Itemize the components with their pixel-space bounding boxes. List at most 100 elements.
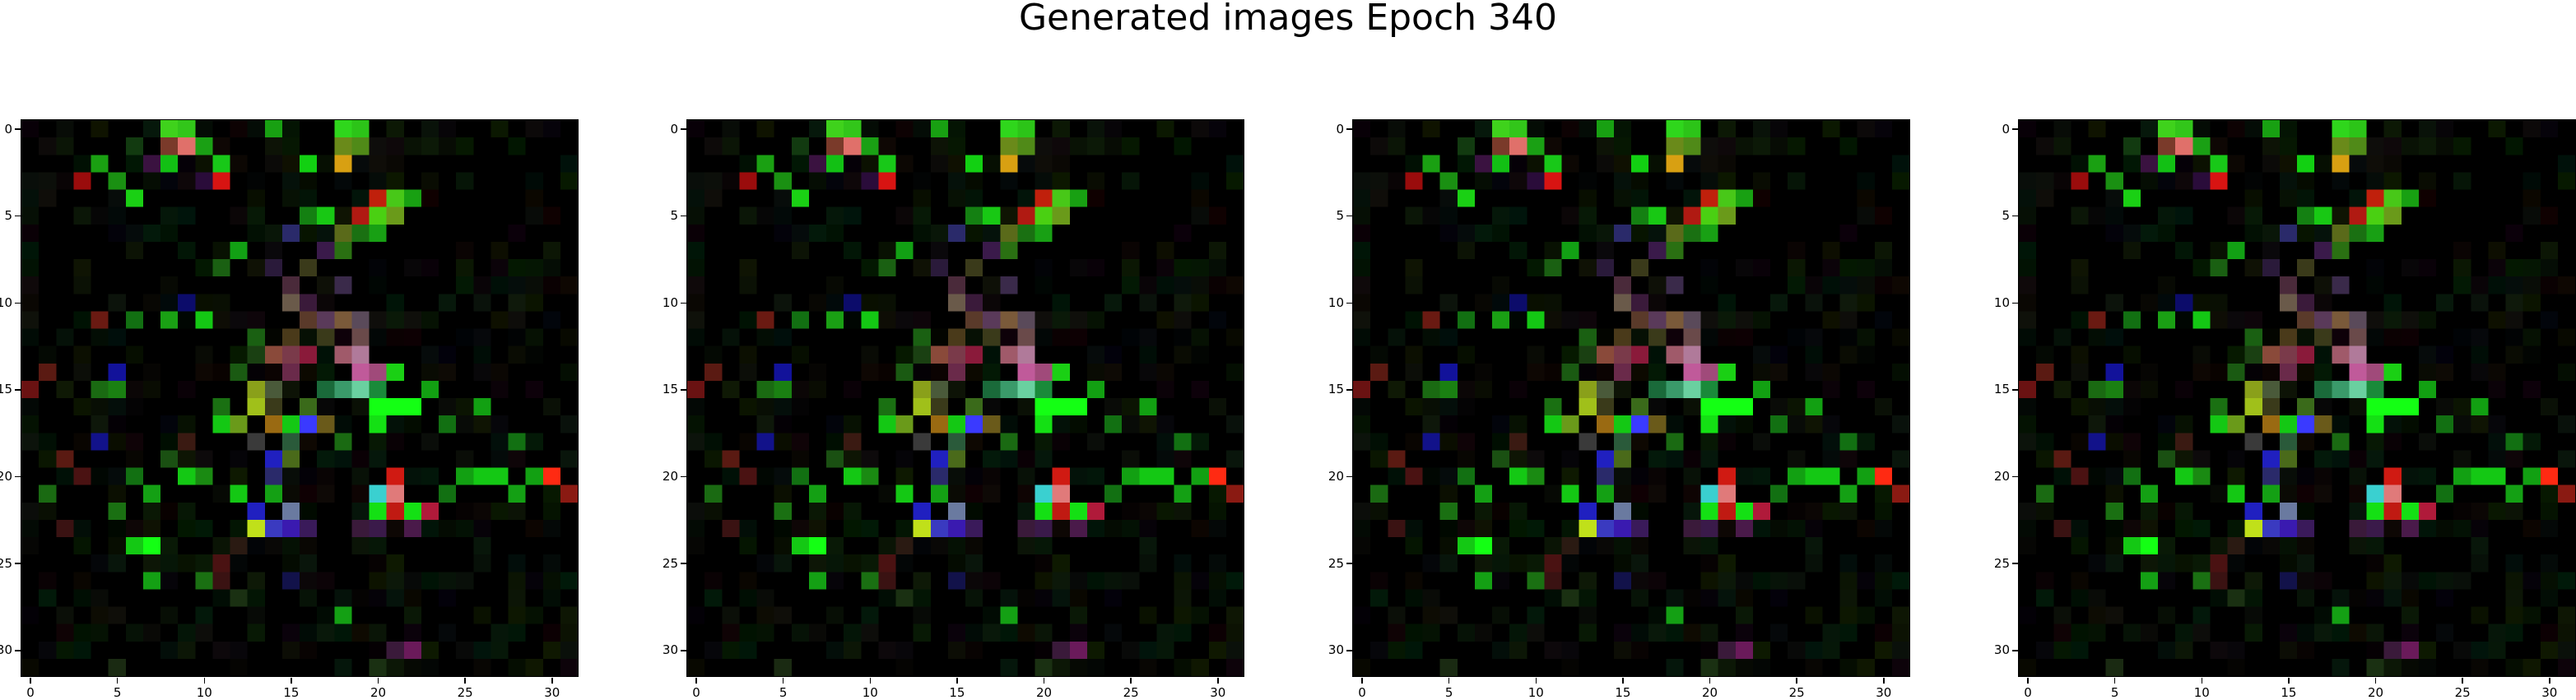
x-tick-mark xyxy=(695,678,697,684)
x-tick-label: 30 xyxy=(544,685,560,700)
x-tick-mark xyxy=(1217,678,1219,684)
x-tick-label: 15 xyxy=(283,685,300,700)
y-tick-mark xyxy=(2012,650,2018,651)
x-tick-label: 5 xyxy=(113,685,122,700)
x-tick-mark xyxy=(551,678,553,684)
y-tick-mark xyxy=(15,215,21,217)
x-tick-label: 30 xyxy=(2541,685,2558,700)
y-tick-label: 30 xyxy=(1993,642,2010,658)
y-tick-mark xyxy=(15,389,21,391)
x-tick-label: 10 xyxy=(196,685,212,700)
y-tick-mark xyxy=(2012,215,2018,217)
y-tick-mark xyxy=(15,563,21,564)
x-tick-label: 20 xyxy=(2368,685,2384,700)
x-tick-label: 20 xyxy=(1036,685,1053,700)
x-tick-mark xyxy=(2462,678,2463,684)
x-tick-mark xyxy=(1043,678,1045,684)
y-tick-mark xyxy=(2012,475,2018,478)
y-tick-label: 20 xyxy=(1993,469,2010,484)
x-tick-mark xyxy=(869,678,872,684)
y-tick-label: 30 xyxy=(1328,642,1344,658)
y-tick-mark xyxy=(681,563,686,564)
x-tick-label: 0 xyxy=(692,685,700,700)
x-tick-label: 20 xyxy=(1702,685,1718,700)
x-tick-mark xyxy=(377,678,379,684)
y-tick-label: 0 xyxy=(4,121,12,137)
x-tick-mark xyxy=(2113,678,2116,684)
x-tick-label: 0 xyxy=(1358,685,1366,700)
y-tick-label: 10 xyxy=(0,294,12,310)
generated-image-2-pixels xyxy=(687,120,1244,676)
x-tick-mark xyxy=(2288,678,2290,684)
x-tick-label: 10 xyxy=(862,685,878,700)
x-tick-label: 25 xyxy=(457,685,473,700)
x-tick-mark xyxy=(1883,678,1885,684)
x-tick-label: 15 xyxy=(2281,685,2297,700)
x-tick-mark xyxy=(1535,678,1537,684)
x-tick-label: 25 xyxy=(1788,685,1805,700)
y-tick-mark xyxy=(1346,302,1352,304)
x-tick-mark xyxy=(30,678,31,684)
x-tick-mark xyxy=(464,678,466,684)
x-tick-mark xyxy=(1130,678,1132,684)
x-tick-label: 15 xyxy=(1615,685,1631,700)
y-tick-mark xyxy=(15,650,21,651)
x-tick-label: 5 xyxy=(779,685,788,700)
y-tick-label: 5 xyxy=(4,208,12,224)
y-tick-label: 15 xyxy=(1328,382,1344,397)
y-tick-label: 10 xyxy=(1328,294,1344,310)
y-tick-mark xyxy=(1346,128,1352,130)
x-tick-label: 0 xyxy=(26,685,35,700)
y-tick-label: 15 xyxy=(1993,382,2010,397)
y-tick-mark xyxy=(1346,475,1352,478)
x-tick-mark xyxy=(1622,678,1624,684)
x-tick-label: 15 xyxy=(949,685,965,700)
y-tick-mark xyxy=(1346,563,1352,564)
y-tick-mark xyxy=(681,475,686,478)
generated-image-3-pixels xyxy=(1353,120,1909,676)
y-tick-mark xyxy=(681,650,686,651)
x-tick-label: 5 xyxy=(2110,685,2119,700)
generated-image-4-pixels xyxy=(2019,120,2575,676)
x-tick-mark xyxy=(1796,678,1797,684)
y-tick-mark xyxy=(1346,215,1352,217)
y-tick-label: 20 xyxy=(1328,469,1344,484)
x-tick-label: 25 xyxy=(2454,685,2471,700)
x-tick-mark xyxy=(1448,678,1450,684)
x-tick-label: 0 xyxy=(2024,685,2032,700)
y-tick-mark xyxy=(15,128,21,130)
y-tick-mark xyxy=(681,128,686,130)
x-tick-mark xyxy=(116,678,119,684)
x-tick-mark xyxy=(956,678,958,684)
y-tick-label: 15 xyxy=(662,382,678,397)
y-tick-label: 25 xyxy=(0,555,12,571)
x-tick-mark xyxy=(1361,678,1363,684)
generated-image-3 xyxy=(1352,119,1910,677)
x-tick-label: 30 xyxy=(1210,685,1226,700)
y-tick-mark xyxy=(681,389,686,391)
x-tick-mark xyxy=(2201,678,2203,684)
x-tick-label: 10 xyxy=(2193,685,2210,700)
y-tick-mark xyxy=(1346,389,1352,391)
y-tick-mark xyxy=(681,215,686,217)
x-tick-mark xyxy=(2027,678,2029,684)
y-tick-label: 20 xyxy=(0,469,12,484)
y-tick-label: 0 xyxy=(670,121,678,137)
y-tick-label: 25 xyxy=(1328,555,1344,571)
y-tick-label: 10 xyxy=(1993,294,2010,310)
y-tick-mark xyxy=(2012,563,2018,564)
x-tick-label: 25 xyxy=(1123,685,1139,700)
x-tick-mark xyxy=(782,678,784,684)
y-tick-label: 30 xyxy=(0,642,12,658)
generated-image-2 xyxy=(686,119,1244,677)
x-tick-mark xyxy=(291,678,292,684)
x-tick-mark xyxy=(2549,678,2550,684)
y-tick-mark xyxy=(2012,128,2018,130)
x-tick-mark xyxy=(203,678,206,684)
y-tick-label: 0 xyxy=(2002,121,2010,137)
y-tick-mark xyxy=(15,475,21,478)
generated-image-1-pixels xyxy=(21,120,578,676)
x-tick-label: 5 xyxy=(1444,685,1453,700)
y-tick-mark xyxy=(2012,302,2018,304)
y-tick-label: 15 xyxy=(0,382,12,397)
